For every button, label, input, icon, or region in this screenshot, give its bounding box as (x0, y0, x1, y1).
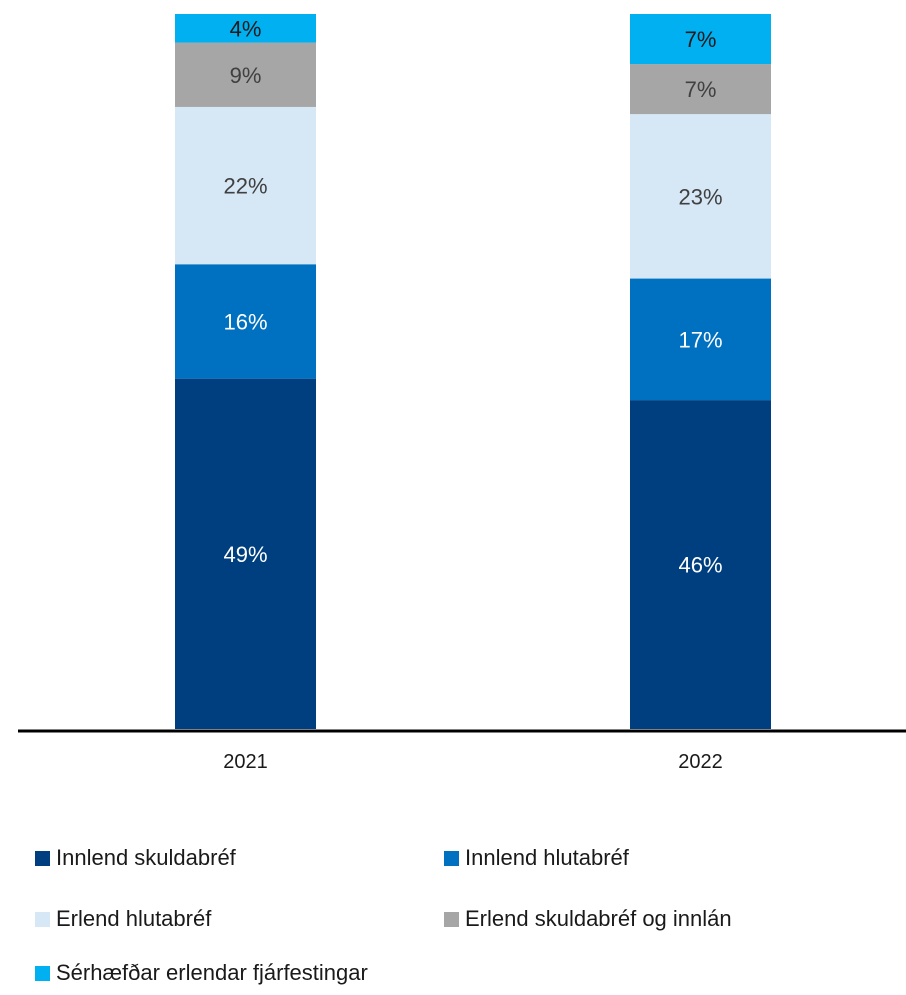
data-label-2021-innlend-hlutabref: 16% (223, 309, 267, 334)
legend-label-innlend-skuldabref: Innlend skuldabréf (56, 845, 236, 870)
bar-segment-2021-innlend-hlutabref (175, 264, 316, 379)
stacked-bar-chart: 49% 16% 22% 9% 4% 46% 17% 23% 7% 7% 2021 2022 (18, 14, 906, 773)
legend-item-erlend-skuldabref-og-innlan: Erlend skuldabréf og innlán (444, 906, 732, 932)
x-tick-labels: 2021 2022 (223, 751, 723, 773)
data-label-2021-erlend-skuldabref-og-innlan: 9% (230, 63, 262, 88)
legend-label-erlend-hlutabref: Erlend hlutabréf (56, 906, 212, 931)
bar-segment-2021-erlend-skuldabref-og-innlan (175, 42, 316, 107)
data-label-2022-serhaefdar-erlendar-fjarfestingar: 7% (685, 27, 717, 52)
data-label-2022-innlend-skuldabref: 46% (678, 553, 722, 578)
bar-segment-2022-innlend-hlutabref (630, 278, 771, 401)
data-label-2021-innlend-skuldabref: 49% (223, 542, 267, 567)
legend-swatch-innlend-hlutabref (444, 850, 459, 866)
legend-swatch-serhaefdar-erlendar-fjarfestingar (35, 965, 50, 981)
data-label-2021-erlend-hlutabref: 22% (223, 174, 267, 199)
legend-swatch-innlend-skuldabref (35, 850, 50, 866)
x-tick-label-2022: 2022 (678, 751, 723, 773)
bar-segment-2022-erlend-skuldabref-og-innlan (630, 64, 771, 115)
bars-layer: 49% 16% 22% 9% 4% 46% 17% 23% 7% 7% (175, 14, 771, 729)
bar-segment-2022-erlend-hlutabref (630, 114, 771, 279)
bar-segment-2021-erlend-hlutabref (175, 106, 316, 265)
bar-segment-2021-innlend-skuldabref (175, 378, 316, 729)
legend-item-erlend-hlutabref: Erlend hlutabréf (35, 906, 211, 932)
data-label-2021-serhaefdar-erlendar-fjarfestingar: 4% (230, 16, 262, 41)
legend-swatch-erlend-skuldabref-og-innlan (444, 911, 459, 927)
data-label-2022-erlend-skuldabref-og-innlan: 7% (685, 77, 717, 102)
bar-segment-2021-serhaefdar-erlendar-fjarfestingar (175, 14, 316, 43)
legend-item-innlend-skuldabref: Innlend skuldabréf (35, 845, 236, 871)
legend-swatch-erlend-hlutabref (35, 911, 50, 927)
legend-label-serhaefdar-erlendar-fjarfestingar: Sérhæfðar erlendar fjárfestingar (56, 960, 368, 985)
legend-item-serhaefdar-erlendar-fjarfestingar: Sérhæfðar erlendar fjárfestingar (35, 960, 368, 986)
legend-label-innlend-hlutabref: Innlend hlutabréf (465, 845, 629, 870)
legend-label-erlend-skuldabref-og-innlan: Erlend skuldabréf og innlán (465, 906, 732, 931)
bar-segment-2022-innlend-skuldabref (630, 400, 771, 729)
legend-item-innlend-hlutabref: Innlend hlutabréf (444, 845, 629, 871)
data-label-2022-innlend-hlutabref: 17% (678, 327, 722, 352)
bar-segment-2022-serhaefdar-erlendar-fjarfestingar (630, 14, 771, 65)
data-label-2022-erlend-hlutabref: 23% (678, 184, 722, 209)
x-tick-label-2021: 2021 (223, 751, 268, 773)
